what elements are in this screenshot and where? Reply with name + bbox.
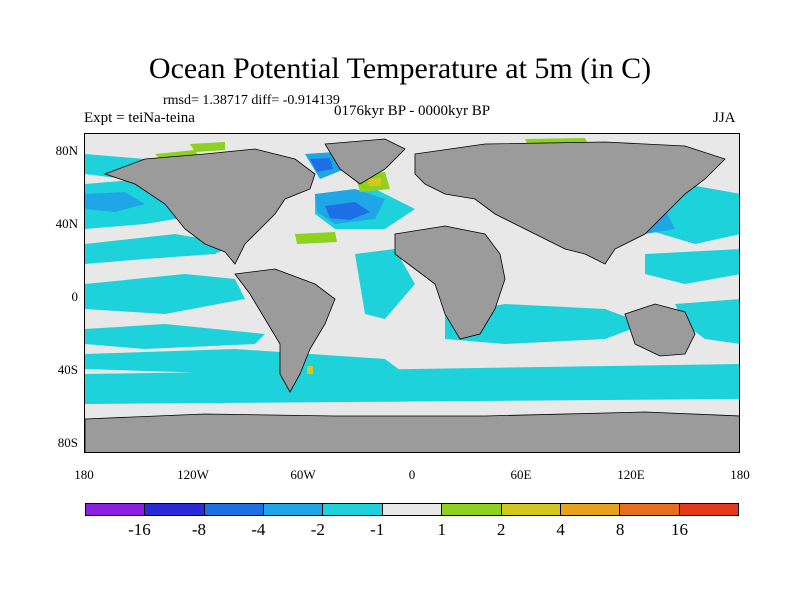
antarctica-land [85, 411, 739, 452]
colorbar-label: 2 [496, 520, 506, 539]
africa-land [394, 225, 506, 340]
lat-tick-80s: 80S [57, 435, 78, 450]
colorbar-swatch-2 [204, 504, 265, 515]
lat-tick-0: 0 [71, 289, 79, 304]
colorbar-swatch-1 [145, 504, 205, 515]
lon-tick-120e: 120E [617, 467, 645, 482]
lon-tick-120w: 120W [177, 467, 209, 482]
south-america-land [234, 268, 336, 393]
colorbar-swatch-6 [442, 504, 502, 515]
plot-title: Ocean Potential Temperature at 5m (in C) [148, 52, 652, 85]
lat-tick-80n: 80N [55, 143, 78, 158]
north-america-land [103, 148, 316, 265]
greenland-land [324, 138, 406, 185]
colorbar-swatch-9 [620, 504, 680, 515]
lat-tick-40s: 40S [57, 362, 78, 377]
lon-tick-60w: 60W [290, 467, 316, 482]
period-label: 0176kyr BP - 0000kyr BP [333, 103, 491, 119]
colorbar-label: 16 [671, 520, 689, 539]
colorbar-swatch-10 [679, 504, 738, 515]
season-label: JJA [713, 110, 736, 126]
lon-tick-0: 0 [408, 467, 416, 482]
stats-label: rmsd= 1.38717 diff= -0.914139 [163, 93, 340, 108]
anomaly-yellow-layer [307, 178, 381, 374]
lon-tick-60e: 60E [510, 467, 532, 482]
colorbar-label: -8 [191, 520, 206, 539]
colorbar-swatch-3 [264, 504, 324, 515]
lon-tick-180e: 180 [730, 467, 750, 482]
experiment-label: Expt = teiNa-teina [84, 110, 195, 126]
colorbar-swatch-8 [560, 504, 621, 515]
anomaly-cyan-layer [85, 154, 739, 404]
lon-tick-180w: 180 [74, 467, 94, 482]
colorbar-swatch-7 [501, 504, 561, 515]
colorbar-label: -4 [251, 520, 266, 539]
colorbar-label: -1 [370, 520, 385, 539]
colorbar-label: 1 [437, 520, 446, 539]
map-panel [84, 133, 740, 453]
colorbar-swatch-0 [86, 504, 146, 515]
australia-land [624, 303, 696, 357]
colorbar-label: -2 [310, 520, 325, 539]
anomaly-blue-layer [310, 158, 370, 220]
colorbar-label: -16 [128, 520, 151, 539]
colorbar [85, 503, 739, 516]
land-layer [85, 138, 739, 452]
map-svg [85, 134, 739, 452]
colorbar-label: 8 [615, 520, 625, 539]
colorbar-label: 4 [556, 520, 565, 539]
colorbar-swatch-4 [323, 504, 383, 515]
europe-asia-land [414, 141, 726, 265]
colorbar-swatch-5 [382, 504, 443, 515]
lat-tick-40n: 40N [55, 216, 78, 231]
